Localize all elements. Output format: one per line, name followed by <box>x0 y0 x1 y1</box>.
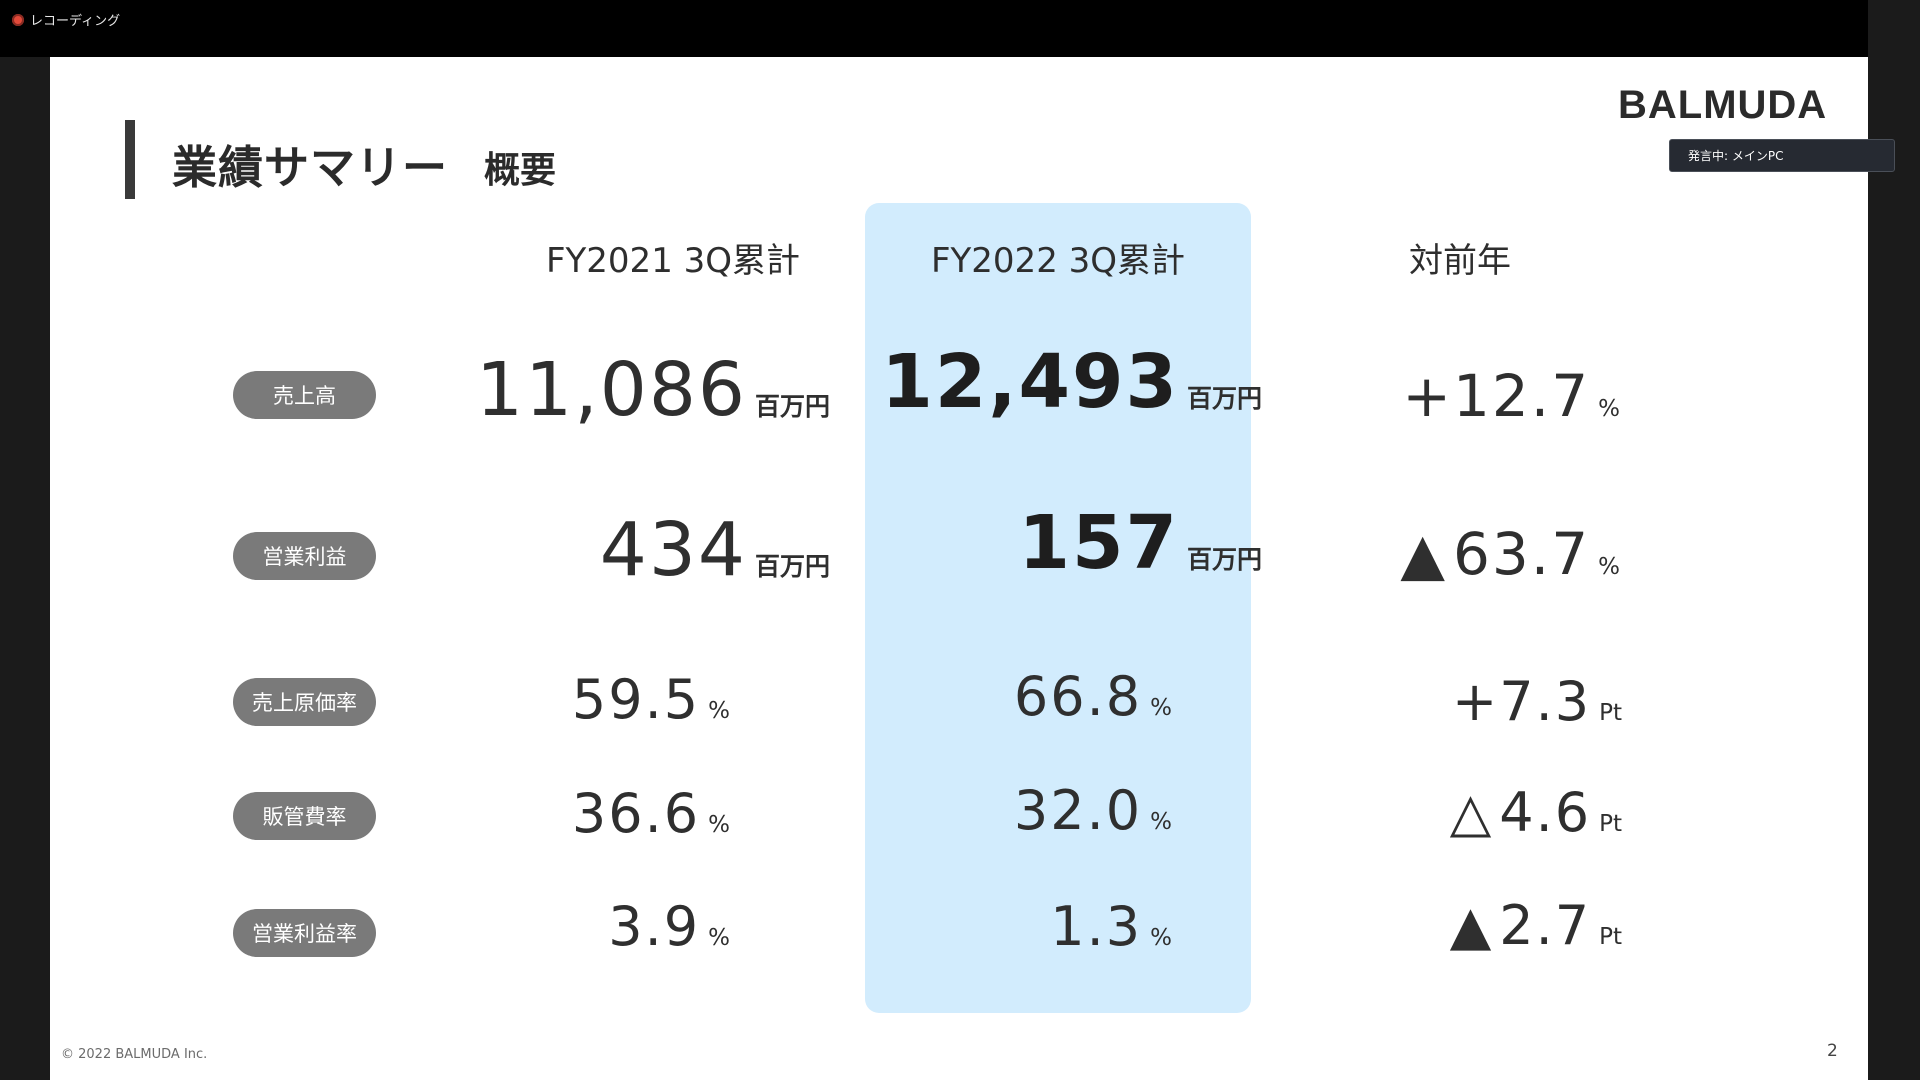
yoy-cost-of-sales-ratio-unit: Pt <box>1599 700 1622 726</box>
row-label-sales: 売上高 <box>233 371 376 419</box>
fy2021-cost-of-sales-ratio-value: 59.5 <box>571 668 701 731</box>
column-header-yoy: 対前年 <box>1409 241 1511 281</box>
fy2022-cost-of-sales-ratio: 66.8 % <box>1014 665 1172 728</box>
fy2021-cost-of-sales-ratio: 59.5 % <box>572 668 730 731</box>
slide-title: 業績サマリー <box>172 141 449 194</box>
column-header-fy2021: FY2021 3Q累計 <box>545 241 801 281</box>
fy2022-operating-margin-unit: % <box>1150 925 1172 951</box>
fy2022-highlight-panel <box>865 203 1251 1013</box>
recording-label: レコーディング <box>30 14 121 29</box>
fy2021-operating-margin: 3.9 % <box>608 895 730 958</box>
fy2021-sales-value: 11,086 <box>476 347 747 433</box>
balmuda-logo: BALMUDA <box>1618 83 1828 127</box>
row-label-operating-profit: 営業利益 <box>233 532 376 580</box>
fy2022-operating-margin: 1.3 % <box>1050 895 1172 958</box>
yoy-cost-of-sales-ratio-value: +7.3 <box>1451 670 1592 733</box>
yoy-operating-profit: ▲ 63.7 % <box>1400 520 1620 588</box>
presentation-slide: 業績サマリー 概要 BALMUDA FY2021 3Q累計 FY2022 3Q累… <box>50 57 1868 1080</box>
yoy-operating-profit-unit: % <box>1598 554 1620 580</box>
fy2022-cost-of-sales-ratio-value: 66.8 <box>1013 665 1143 728</box>
fy2021-sales: 11,086 百万円 <box>476 347 830 433</box>
decrease-filled-triangle-icon: ▲ <box>1400 520 1447 588</box>
fy2022-sales-value: 12,493 <box>881 339 1179 425</box>
fy2021-operating-margin-unit: % <box>708 925 730 951</box>
fy2021-sga-ratio: 36.6 % <box>572 782 730 845</box>
row-label-cost-of-sales-ratio: 売上原価率 <box>233 678 376 726</box>
fy2021-operating-margin-value: 3.9 <box>608 895 701 958</box>
fy2021-sga-ratio-unit: % <box>708 812 730 838</box>
yoy-cost-of-sales-ratio: +7.3 Pt <box>1452 670 1622 733</box>
fy2022-sales-unit: 百万円 <box>1186 384 1262 413</box>
yoy-operating-margin-number: 2.7 <box>1499 894 1592 957</box>
page-number: 2 <box>1827 1041 1838 1061</box>
fy2022-sga-ratio: 32.0 % <box>1014 779 1172 842</box>
fy2021-sales-unit: 百万円 <box>754 392 830 421</box>
fy2022-sales: 12,493 百万円 <box>881 339 1262 425</box>
title-accent-bar <box>125 120 135 199</box>
window-side-gap <box>1868 0 1920 1080</box>
yoy-operating-margin: ▲ 2.7 Pt <box>1450 894 1622 957</box>
fy2021-sga-ratio-value: 36.6 <box>571 782 701 845</box>
yoy-sales-value: +12.7 <box>1402 362 1591 430</box>
fy2022-sga-ratio-unit: % <box>1150 809 1172 835</box>
record-icon <box>12 13 24 26</box>
fy2021-cost-of-sales-ratio-unit: % <box>708 698 730 724</box>
yoy-sales: +12.7 % <box>1402 362 1620 430</box>
yoy-operating-profit-value: ▲ 63.7 <box>1400 520 1590 588</box>
column-header-fy2022: FY2022 3Q累計 <box>930 241 1186 281</box>
row-label-sga-ratio: 販管費率 <box>233 792 376 840</box>
decrease-outline-triangle-icon: △ <box>1449 781 1494 844</box>
fy2021-operating-profit-value: 434 <box>599 507 747 593</box>
yoy-sales-unit: % <box>1598 396 1620 422</box>
row-label-operating-margin: 営業利益率 <box>233 909 376 957</box>
slide-subtitle: 概要 <box>484 150 557 191</box>
copyright-footer: © 2022 BALMUDA Inc. <box>61 1047 208 1062</box>
yoy-sga-ratio-value: △ 4.6 <box>1450 781 1591 844</box>
recording-indicator: レコーディング <box>12 10 120 29</box>
window-titlebar: レコーディング <box>0 0 1868 57</box>
yoy-operating-margin-value: ▲ 2.7 <box>1450 894 1591 957</box>
fy2022-cost-of-sales-ratio-unit: % <box>1150 695 1172 721</box>
fy2022-operating-margin-value: 1.3 <box>1050 895 1143 958</box>
fy2021-operating-profit: 434 百万円 <box>600 507 830 593</box>
yoy-operating-profit-number: 63.7 <box>1453 520 1591 588</box>
fy2022-operating-profit-unit: 百万円 <box>1186 545 1262 574</box>
active-speaker-indicator: 発言中: メインPC <box>1669 139 1895 172</box>
yoy-sga-ratio: △ 4.6 Pt <box>1450 781 1622 844</box>
fy2022-operating-profit-value: 157 <box>1018 500 1179 586</box>
yoy-sga-ratio-number: 4.6 <box>1499 781 1592 844</box>
fy2021-operating-profit-unit: 百万円 <box>754 552 830 581</box>
yoy-operating-margin-unit: Pt <box>1599 924 1622 950</box>
yoy-sga-ratio-unit: Pt <box>1599 811 1622 837</box>
fy2022-sga-ratio-value: 32.0 <box>1013 779 1143 842</box>
fy2022-operating-profit: 157 百万円 <box>1019 500 1262 586</box>
decrease-filled-triangle-icon: ▲ <box>1449 894 1494 957</box>
